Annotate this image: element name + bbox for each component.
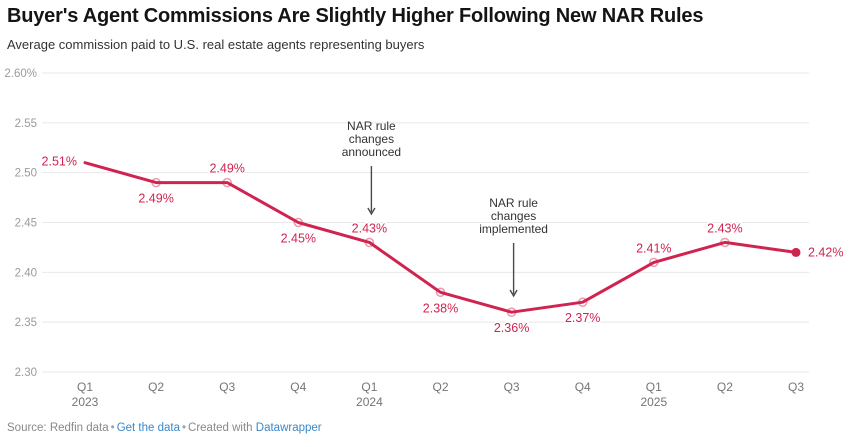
- data-point-label: 2.42%: [808, 245, 843, 259]
- y-axis-tick-label: 2.45: [15, 218, 37, 230]
- data-point-marker: [293, 217, 304, 228]
- x-axis-quarter-label: Q3: [219, 380, 235, 394]
- x-axis-quarter-label: Q2: [148, 380, 164, 394]
- data-point-marker: [506, 307, 517, 318]
- y-axis-tick-label: 2.60%: [4, 68, 37, 80]
- data-point-label: 2.51%: [42, 155, 77, 169]
- y-axis-tick-label: 2.55: [15, 118, 37, 130]
- annotation-text: announced: [342, 145, 401, 159]
- annotation-text: NAR rule: [489, 196, 538, 210]
- y-axis-tick-label: 2.50: [15, 168, 37, 180]
- get-the-data-link[interactable]: Get the data: [116, 422, 180, 434]
- y-axis-tick-label: 2.30: [15, 367, 37, 379]
- x-axis-year-label: 2023: [72, 395, 99, 409]
- y-axis-tick-label: 2.35: [15, 317, 37, 329]
- commission-series-line: [83, 161, 798, 314]
- x-axis-year-label: 2024: [356, 395, 383, 409]
- data-point-marker: [364, 237, 375, 248]
- chart-subtitle: Average commission paid to U.S. real est…: [7, 37, 425, 52]
- x-axis-quarter-label: Q2: [432, 380, 448, 394]
- created-with-label: Created with: [188, 422, 253, 434]
- data-point-label: 2.36%: [494, 321, 529, 335]
- x-axis-quarter-label: Q3: [504, 380, 520, 394]
- datawrapper-link[interactable]: Datawrapper: [255, 422, 322, 434]
- annotation-text: changes: [349, 132, 394, 146]
- data-point-label: 2.43%: [352, 221, 387, 235]
- annotation-arrowhead: [509, 289, 518, 298]
- data-point-marker: [435, 287, 446, 298]
- x-axis-quarter-label: Q4: [290, 380, 306, 394]
- data-point-label: 2.49%: [138, 192, 173, 206]
- chart-title: Buyer's Agent Commissions Are Slightly H…: [7, 5, 704, 27]
- data-point-label: 2.38%: [423, 301, 458, 315]
- annotation-arrowhead: [367, 207, 376, 216]
- data-point-marker: [577, 297, 588, 308]
- x-axis-quarter-label: Q1: [646, 380, 662, 394]
- x-axis-quarter-label: Q1: [77, 380, 93, 394]
- annotation-text: changes: [491, 209, 536, 223]
- x-axis-quarter-label: Q1: [361, 380, 377, 394]
- data-point-marker: [720, 237, 730, 248]
- data-point-label: 2.37%: [565, 311, 600, 325]
- annotation-text: implemented: [479, 222, 548, 236]
- y-axis-tick-label: 2.40: [15, 267, 37, 279]
- footer: Source: Redfin data • Get the data • Created…: [7, 422, 322, 434]
- x-axis-quarter-label: Q2: [717, 380, 733, 394]
- source-label: Source: Redfin data: [7, 422, 109, 434]
- data-point-label: 2.45%: [281, 232, 316, 246]
- footer-separator: •: [110, 422, 115, 434]
- data-point-label: 2.41%: [636, 241, 671, 255]
- data-point-label: 2.43%: [707, 221, 742, 235]
- x-axis-year-label: 2025: [640, 395, 667, 409]
- data-point-marker: [648, 257, 659, 268]
- footer-separator: •: [181, 422, 187, 434]
- data-point-label: 2.49%: [209, 162, 244, 176]
- data-point-marker: [151, 177, 161, 188]
- data-point-marker: [222, 177, 232, 188]
- data-point-marker-filled: [791, 247, 801, 257]
- annotation-text: NAR rule: [347, 119, 396, 133]
- x-axis-quarter-label: Q4: [575, 380, 591, 394]
- x-axis-quarter-label: Q3: [788, 380, 804, 394]
